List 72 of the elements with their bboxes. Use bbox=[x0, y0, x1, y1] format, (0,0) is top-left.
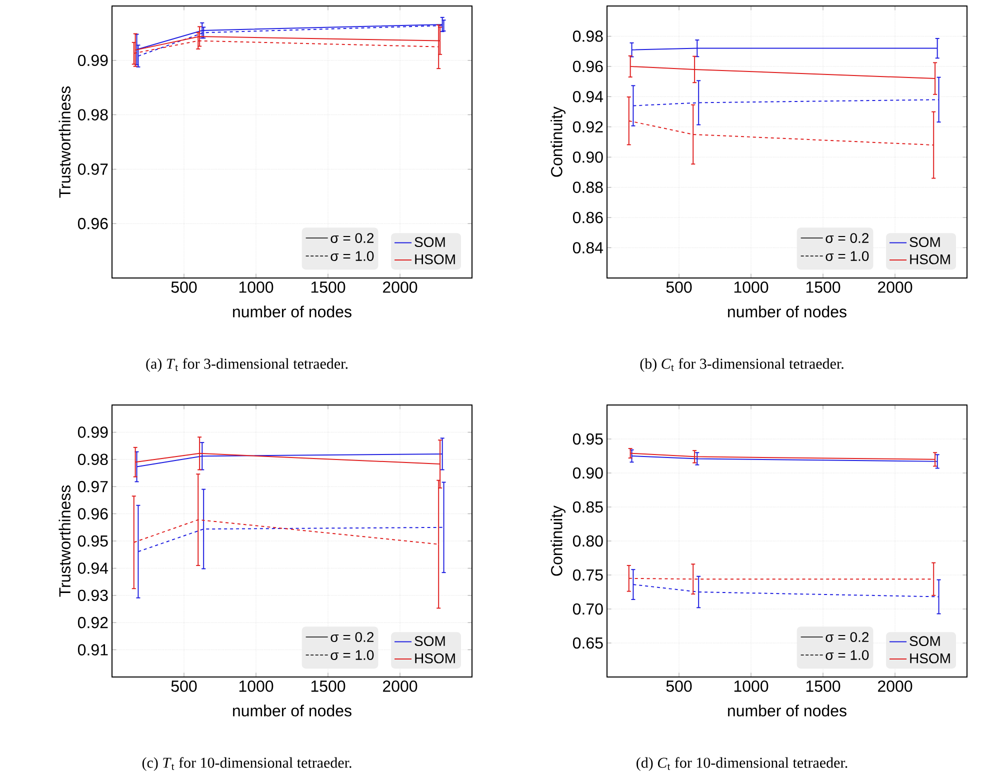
x-tick-label: 2000 bbox=[383, 282, 418, 293]
x-tick-label: 1000 bbox=[734, 282, 768, 293]
legend-label: SOM bbox=[910, 636, 940, 646]
y-tick-label: 0.99 bbox=[78, 54, 108, 66]
y-tick-label: 0.95 bbox=[78, 535, 108, 547]
y-tick-label: 0.65 bbox=[572, 637, 603, 649]
y-axis-title: Trustworthiness bbox=[58, 485, 70, 597]
x-tick-label: 500 bbox=[171, 282, 197, 293]
y-tick-label: 0.91 bbox=[78, 644, 108, 656]
y-axis-title: Continuity bbox=[550, 505, 566, 576]
y-axis-title: Trustworthiness bbox=[58, 86, 70, 198]
x-tick-label: 1000 bbox=[239, 282, 274, 293]
annotation: σ = 0.2 bbox=[330, 233, 374, 243]
x-axis-title: number of nodes bbox=[728, 306, 846, 318]
x-axis-title: number of nodes bbox=[233, 704, 352, 716]
x-tick-label: 2000 bbox=[383, 680, 418, 692]
legend-label: HSOM bbox=[910, 653, 950, 664]
y-tick-label: 0.98 bbox=[78, 454, 108, 466]
x-tick-label: 500 bbox=[666, 282, 692, 293]
annotation: σ = 1.0 bbox=[826, 650, 869, 660]
y-tick-label: 0.97 bbox=[78, 164, 108, 175]
x-tick-label: 1500 bbox=[311, 680, 346, 692]
x-tick-label: 2000 bbox=[878, 680, 912, 692]
y-tick-label: 0.98 bbox=[572, 30, 603, 42]
text: (b) C$_{t}$ for 3-dimensional tetraeder. bbox=[640, 358, 844, 372]
y-tick-label: 0.75 bbox=[572, 569, 603, 581]
x-tick-label: 500 bbox=[171, 680, 197, 692]
legend-label: HSOM bbox=[415, 254, 455, 264]
legend-label: SOM bbox=[910, 237, 940, 248]
y-tick-label: 0.99 bbox=[78, 426, 108, 438]
x-tick-label: 1000 bbox=[734, 680, 768, 692]
legend-label: HSOM bbox=[415, 653, 455, 664]
y-tick-label: 0.92 bbox=[78, 616, 108, 628]
text: (d) C$_{t}$ for 10-dimensional tetraeder. bbox=[636, 757, 848, 771]
x-tick-label: 1500 bbox=[311, 282, 346, 293]
annotation: σ = 1.0 bbox=[330, 650, 374, 660]
y-tick-label: 0.94 bbox=[78, 562, 108, 574]
legend-label: HSOM bbox=[910, 254, 950, 264]
y-tick-label: 0.93 bbox=[78, 590, 108, 602]
annotation: σ = 0.2 bbox=[826, 233, 869, 243]
legend-label: SOM bbox=[414, 237, 445, 248]
x-tick-label: 1500 bbox=[806, 680, 840, 692]
annotation: σ = 1.0 bbox=[330, 251, 374, 261]
y-tick-label: 0.98 bbox=[78, 109, 108, 120]
annotation: σ = 0.2 bbox=[826, 632, 869, 642]
annotation: σ = 1.0 bbox=[826, 251, 869, 261]
x-tick-label: 1000 bbox=[239, 680, 274, 692]
y-tick-label: 0.88 bbox=[572, 182, 603, 193]
y-tick-label: 0.80 bbox=[572, 535, 603, 547]
x-axis-title: number of nodes bbox=[233, 306, 352, 318]
x-tick-label: 1500 bbox=[806, 282, 840, 293]
text: (c) T$_{t}$ for 10-dimensional tetraeder. bbox=[142, 757, 352, 771]
legend-label: SOM bbox=[414, 636, 445, 646]
y-tick-label: 0.95 bbox=[572, 433, 603, 445]
y-tick-label: 0.97 bbox=[78, 480, 108, 492]
annotation: σ = 0.2 bbox=[330, 632, 374, 642]
y-tick-label: 0.90 bbox=[572, 467, 603, 479]
y-tick-label: 0.86 bbox=[572, 212, 603, 224]
x-axis-title: number of nodes bbox=[728, 704, 846, 716]
x-tick-label: 500 bbox=[666, 680, 692, 692]
y-tick-label: 0.90 bbox=[572, 151, 603, 163]
x-tick-label: 2000 bbox=[878, 282, 912, 293]
y-tick-label: 0.70 bbox=[572, 603, 603, 615]
text: (a) T$_{t}$ for 3-dimensional tetraeder. bbox=[146, 358, 348, 372]
y-tick-label: 0.96 bbox=[572, 60, 603, 72]
y-axis-title: Continuity bbox=[550, 106, 566, 177]
y-tick-label: 0.96 bbox=[78, 218, 108, 230]
y-tick-label: 0.96 bbox=[78, 508, 108, 520]
y-tick-label: 0.85 bbox=[572, 501, 603, 513]
y-tick-label: 0.94 bbox=[572, 90, 604, 102]
y-tick-label: 0.92 bbox=[572, 121, 603, 133]
y-tick-label: 0.84 bbox=[572, 242, 604, 254]
